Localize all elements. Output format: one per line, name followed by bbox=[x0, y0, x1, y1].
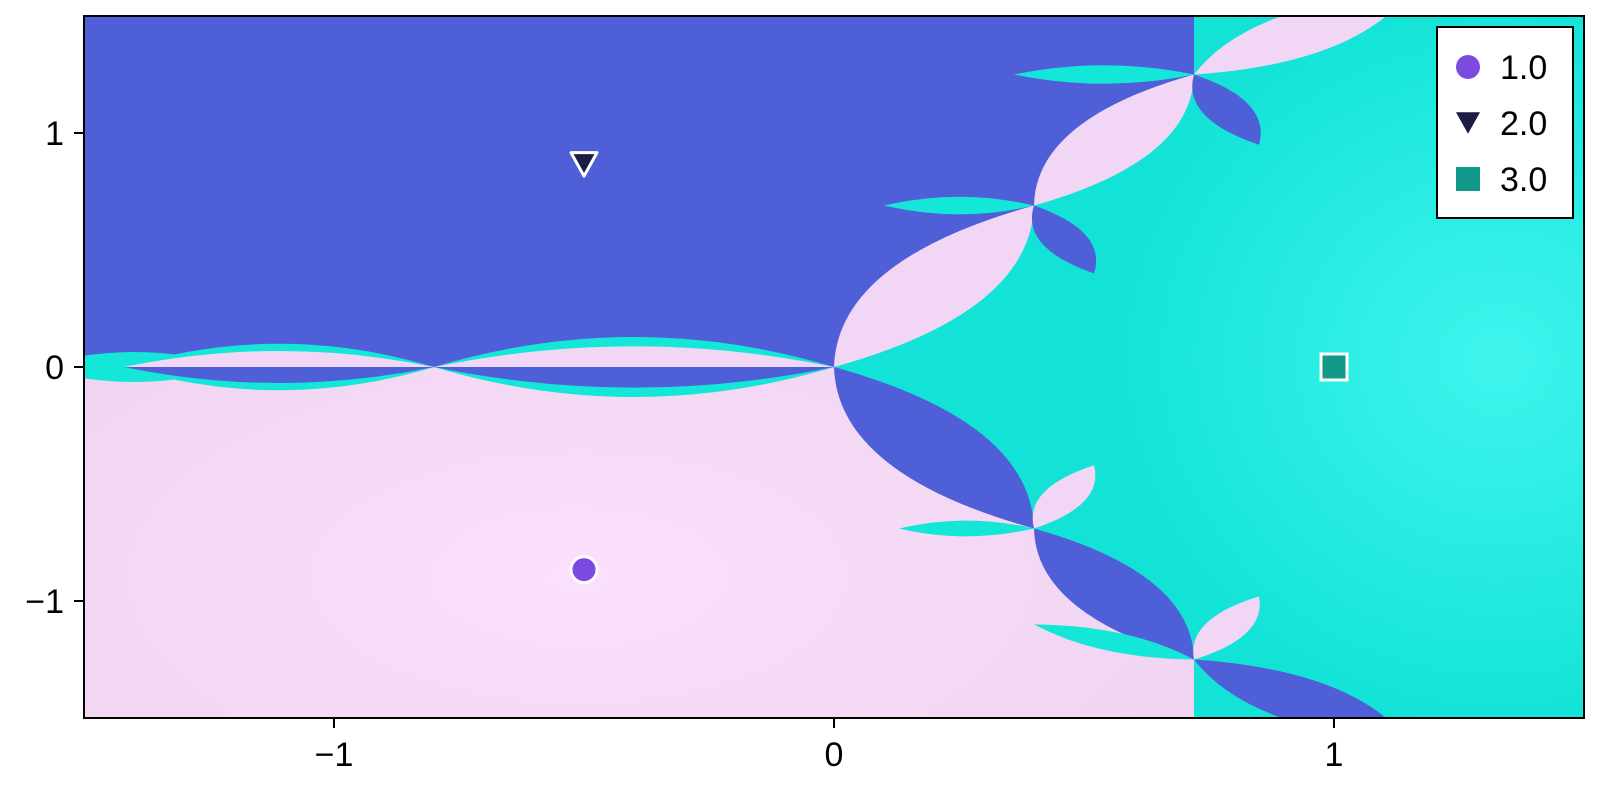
y-axis: 1 0 −1 bbox=[25, 115, 84, 621]
basin-lobe bbox=[1192, 74, 1261, 145]
basin-lobe bbox=[434, 367, 834, 388]
legend-marker-3-0 bbox=[1456, 167, 1480, 191]
basin-lobe bbox=[884, 196, 1034, 215]
basin-lobe bbox=[1034, 74, 1194, 206]
basin-lobe bbox=[1194, 16, 1387, 75]
basin-lobe bbox=[834, 367, 1034, 529]
basin-regions bbox=[84, 16, 1584, 718]
basin-lobe bbox=[1034, 528, 1194, 660]
x-axis: −1 0 1 bbox=[315, 718, 1344, 774]
basin-lobe bbox=[834, 205, 1034, 367]
basin-lobe bbox=[1193, 596, 1260, 660]
legend-label: 2.0 bbox=[1500, 105, 1547, 143]
legend-label: 3.0 bbox=[1500, 161, 1547, 199]
legend-marker-1-0 bbox=[1456, 55, 1480, 79]
basin-root-3 bbox=[834, 16, 1584, 718]
y-tick-label: 0 bbox=[45, 349, 64, 387]
legend: 1.0 2.0 3.0 bbox=[1436, 26, 1574, 219]
y-tick-label: −1 bbox=[25, 583, 64, 621]
basin-lobe bbox=[1032, 465, 1096, 529]
basin-lobe bbox=[899, 520, 1034, 537]
x-tick-label: −1 bbox=[315, 736, 354, 774]
x-tick-label: 1 bbox=[1325, 736, 1344, 774]
basin-lobe bbox=[434, 346, 834, 367]
x-tick-label: 0 bbox=[825, 736, 844, 774]
basin-lobe bbox=[124, 351, 434, 367]
root-marker-3-0 bbox=[1319, 352, 1349, 382]
legend-label: 1.0 bbox=[1500, 49, 1547, 87]
root-markers bbox=[569, 151, 1349, 585]
basin-lobe bbox=[1031, 205, 1097, 274]
legend-marker-2-0 bbox=[1456, 112, 1480, 134]
basin-lobe bbox=[124, 367, 434, 383]
basin-lobe bbox=[1194, 659, 1387, 718]
root-marker-1-0 bbox=[569, 555, 599, 585]
root-marker-2-0 bbox=[569, 151, 599, 178]
basin-lobe bbox=[1014, 65, 1194, 84]
y-tick-label: 1 bbox=[45, 115, 64, 153]
basin-lobe bbox=[1034, 624, 1194, 660]
